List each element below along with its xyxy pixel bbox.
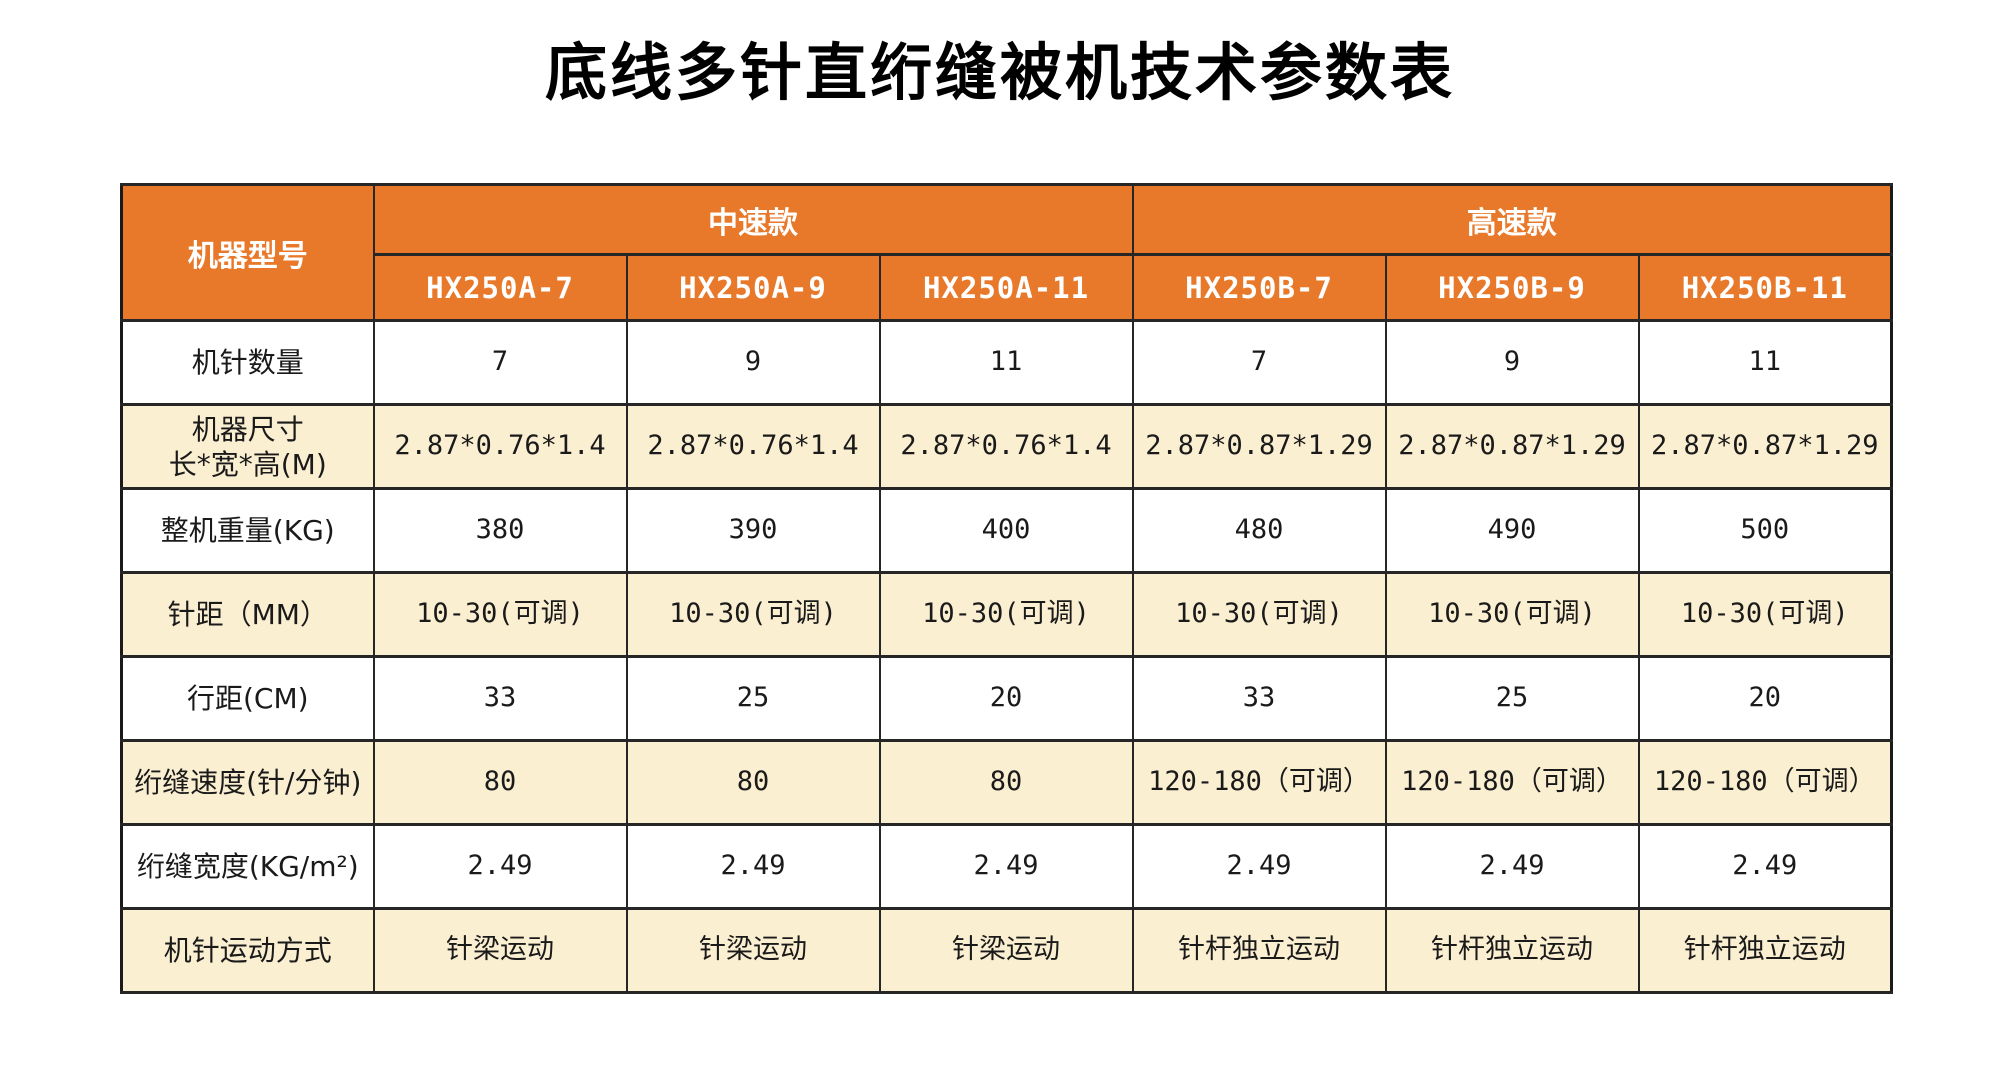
table-row: 针距（MM） 10-30(可调) 10-30(可调) 10-30(可调) 10-30(可… bbox=[120, 571, 1893, 658]
params-table: 机器型号 中速款 高速款 HX250A-7 HX250A-9 HX250A-11 HX… bbox=[120, 183, 1894, 994]
cell-value: 2.49 bbox=[1637, 823, 1893, 910]
table-row: 整机重量(KG) 380 390 400 480 490 500 bbox=[120, 487, 1893, 574]
cell-value: 33 bbox=[372, 655, 628, 742]
header-model-row: HX250A-7 HX250A-9 HX250A-11 HX250B-7 HX250B-… bbox=[122, 253, 1893, 322]
cell-value: 2.87*0.87*1.29 bbox=[1637, 403, 1893, 490]
cell-value: 7 bbox=[372, 319, 628, 406]
table-row: 机器尺寸 长*宽*高(M) 2.87*0.76*1.4 2.87*0.76*1.4 2… bbox=[120, 403, 1893, 490]
cell-value: 11 bbox=[1637, 319, 1893, 406]
row-label: 机针数量 bbox=[120, 319, 375, 406]
row-label: 绗缝宽度(KG/m²) bbox=[120, 823, 375, 910]
table-row: 机针运动方式 针梁运动 针梁运动 针梁运动 针杆独立运动 针杆独立运动 针杆独立运动 bbox=[120, 907, 1893, 994]
model-header: HX250B-7 bbox=[1131, 253, 1387, 322]
table-row: 绗缝速度(针/分钟) 80 80 80 120-180（可调） 120-180（可调） 12… bbox=[120, 739, 1893, 826]
cell-value: 25 bbox=[625, 655, 881, 742]
page-title: 底线多针直绗缝被机技术参数表 bbox=[544, 36, 1455, 109]
cell-value: 120-180（可调） bbox=[1131, 739, 1387, 826]
table-row: 绗缝宽度(KG/m²) 2.49 2.49 2.49 2.49 2.49 2.49 bbox=[120, 823, 1893, 910]
table-row: 机针数量 7 9 11 7 9 11 bbox=[120, 319, 1893, 406]
cell-value: 2.87*0.76*1.4 bbox=[625, 403, 881, 490]
table-row: 行距(CM) 33 25 20 33 25 20 bbox=[120, 655, 1893, 742]
cell-value: 针梁运动 bbox=[625, 907, 881, 994]
header-group-row: 机器型号 中速款 高速款 bbox=[120, 183, 1893, 322]
cell-value: 10-30(可调) bbox=[1131, 571, 1387, 658]
row-label: 机器尺寸 长*宽*高(M) bbox=[120, 403, 375, 490]
model-header: HX250B-9 bbox=[1384, 253, 1640, 322]
cell-value: 9 bbox=[1384, 319, 1640, 406]
cell-value: 390 bbox=[625, 487, 881, 574]
row-label: 机针运动方式 bbox=[120, 907, 375, 994]
cell-value: 380 bbox=[372, 487, 628, 574]
row-label: 整机重量(KG) bbox=[120, 487, 375, 574]
cell-value: 2.87*0.76*1.4 bbox=[878, 403, 1134, 490]
cell-value: 9 bbox=[625, 319, 881, 406]
model-header: HX250A-11 bbox=[878, 253, 1134, 322]
cell-value: 针梁运动 bbox=[878, 907, 1134, 994]
cell-value: 490 bbox=[1384, 487, 1640, 574]
cell-value: 120-180（可调） bbox=[1384, 739, 1640, 826]
cell-value: 针杆独立运动 bbox=[1637, 907, 1893, 994]
cell-value: 80 bbox=[372, 739, 628, 826]
row-label: 行距(CM) bbox=[120, 655, 375, 742]
cell-value: 2.49 bbox=[625, 823, 881, 910]
cell-value: 400 bbox=[878, 487, 1134, 574]
corner-header: 机器型号 bbox=[120, 183, 375, 322]
cell-value: 20 bbox=[1637, 655, 1893, 742]
group-header-high-speed: 高速款 bbox=[1131, 183, 1893, 256]
model-header: HX250A-7 bbox=[372, 253, 628, 322]
cell-value: 80 bbox=[625, 739, 881, 826]
model-header: HX250A-9 bbox=[625, 253, 881, 322]
cell-value: 2.49 bbox=[1131, 823, 1387, 910]
cell-value: 2.87*0.76*1.4 bbox=[372, 403, 628, 490]
cell-value: 25 bbox=[1384, 655, 1640, 742]
cell-value: 2.49 bbox=[1384, 823, 1640, 910]
cell-value: 480 bbox=[1131, 487, 1387, 574]
cell-value: 500 bbox=[1637, 487, 1893, 574]
cell-value: 7 bbox=[1131, 319, 1387, 406]
cell-value: 2.49 bbox=[878, 823, 1134, 910]
row-label: 针距（MM） bbox=[120, 571, 375, 658]
cell-value: 针杆独立运动 bbox=[1131, 907, 1387, 994]
cell-value: 10-30(可调) bbox=[372, 571, 628, 658]
cell-value: 针杆独立运动 bbox=[1384, 907, 1640, 994]
cell-value: 10-30(可调) bbox=[625, 571, 881, 658]
cell-value: 11 bbox=[878, 319, 1134, 406]
cell-value: 80 bbox=[878, 739, 1134, 826]
cell-value: 2.87*0.87*1.29 bbox=[1131, 403, 1387, 490]
cell-value: 针梁运动 bbox=[372, 907, 628, 994]
row-label: 绗缝速度(针/分钟) bbox=[120, 739, 375, 826]
cell-value: 2.49 bbox=[372, 823, 628, 910]
group-header-medium-speed: 中速款 bbox=[372, 183, 1134, 256]
cell-value: 10-30(可调) bbox=[1384, 571, 1640, 658]
cell-value: 2.87*0.87*1.29 bbox=[1384, 403, 1640, 490]
model-header: HX250B-11 bbox=[1637, 253, 1893, 322]
cell-value: 20 bbox=[878, 655, 1134, 742]
cell-value: 120-180（可调） bbox=[1637, 739, 1893, 826]
cell-value: 10-30(可调) bbox=[878, 571, 1134, 658]
cell-value: 10-30(可调) bbox=[1637, 571, 1893, 658]
cell-value: 33 bbox=[1131, 655, 1387, 742]
